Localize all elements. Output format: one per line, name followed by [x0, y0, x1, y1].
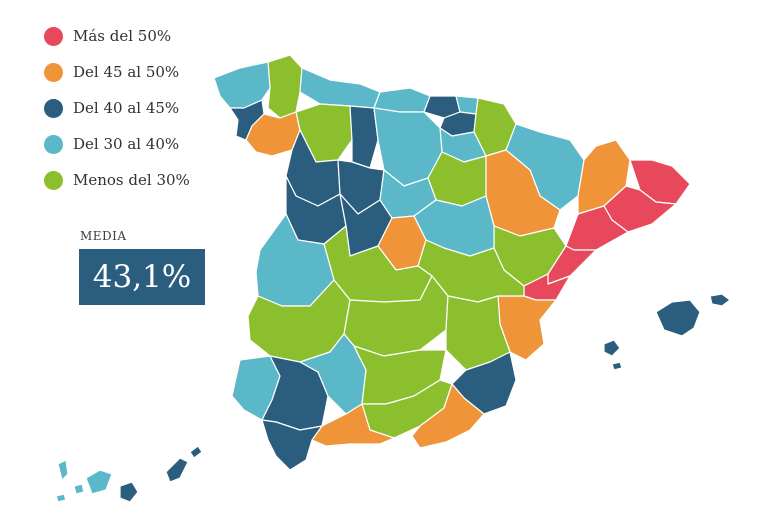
legend-item-over-50: Más del 50%	[44, 18, 190, 54]
legend-label: Del 45 al 50%	[73, 63, 180, 81]
media-label: MEDIA	[80, 229, 127, 243]
legend-item-45-50: Del 45 al 50%	[44, 54, 190, 90]
province-baleares-menorca	[709, 293, 731, 307]
province-cantabria	[373, 87, 431, 113]
province-lugo	[267, 54, 303, 119]
legend-swatch	[44, 98, 63, 118]
legend-label: Del 40 al 45%	[73, 99, 180, 117]
legend-swatch	[44, 170, 63, 190]
legend-swatch	[44, 62, 63, 82]
media-value-box: 43,1%	[79, 249, 205, 305]
province-santa-cruz-tenerife-la-palma	[57, 459, 69, 481]
province-baleares-formentera	[611, 361, 623, 371]
legend: Más del 50% Del 45 al 50% Del 40 al 45% …	[44, 18, 190, 198]
province-santa-cruz-tenerife-hierro	[55, 493, 67, 503]
province-gipuzkoa	[455, 95, 479, 115]
media-value: 43,1%	[92, 259, 192, 295]
province-las-palmas-lanzarote	[189, 445, 203, 459]
province-santa-cruz-tenerife-gomera	[73, 483, 85, 495]
province-palencia	[349, 105, 379, 169]
province-las-palmas-gran-canaria	[119, 481, 139, 503]
province-almeria	[411, 383, 485, 449]
province-baleares-ibiza	[603, 339, 621, 357]
legend-label: Más del 50%	[73, 27, 172, 45]
legend-swatch	[44, 26, 63, 46]
legend-item-under-30: Menos del 30%	[44, 162, 190, 198]
province-asturias	[299, 67, 381, 109]
province-baleares-mallorca	[655, 299, 701, 337]
legend-label: Menos del 30%	[73, 171, 190, 189]
legend-item-30-40: Del 30 al 40%	[44, 126, 190, 162]
legend-label: Del 30 al 40%	[73, 135, 180, 153]
province-las-palmas-fuerteventura	[165, 457, 189, 483]
legend-swatch	[44, 134, 63, 154]
province-santa-cruz-tenerife-tenerife	[85, 469, 113, 495]
province-malaga	[311, 403, 395, 447]
province-cadiz	[261, 419, 323, 471]
legend-item-40-45: Del 40 al 45%	[44, 90, 190, 126]
